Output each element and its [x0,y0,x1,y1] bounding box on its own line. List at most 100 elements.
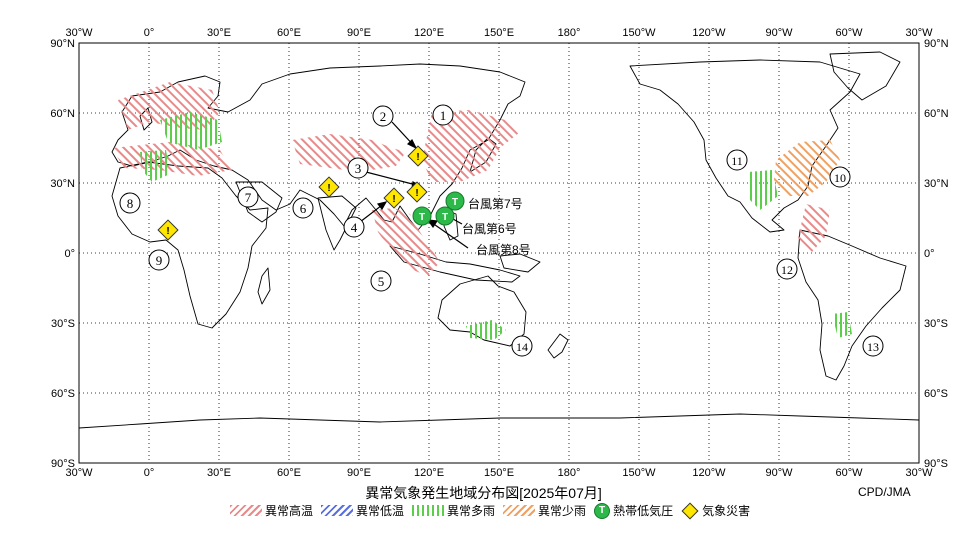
svg-text:9: 9 [156,253,163,268]
south-america-coast [797,229,907,381]
lat-tick: 30°S [924,318,948,330]
svg-text:12: 12 [781,263,793,277]
lon-tick: 180° [558,27,581,39]
disaster-icon [681,502,699,519]
lon-tick: 30°W [905,467,933,479]
lat-tick: 60°N [50,108,75,120]
disaster-markers: ! ! ! ! ! [157,145,429,241]
madagascar-coast [257,267,271,305]
lat-tick: 60°N [924,108,949,120]
typhoon-label-8: 台風第8号 [476,242,531,257]
region-number: 14 [511,335,533,357]
legend-cyclone: T 熱帯低気圧 [594,502,673,519]
svg-text:4: 4 [351,220,358,235]
new-zealand-coast [547,333,569,359]
lon-tick: 30°W [65,467,93,479]
svg-text:T: T [442,212,448,223]
svg-text:!: ! [166,226,169,237]
light-rain-regions [774,140,840,196]
region-number: 6 [292,197,314,219]
africa-coast [111,161,269,329]
map-credit: CPD/JMA [858,485,911,499]
lon-tick: 150°W [622,27,656,39]
lon-tick: 150°E [484,27,514,39]
heavy-rain-regions [140,112,852,340]
svg-text:!: ! [416,152,419,163]
lat-tick: 90°S [51,458,75,470]
lon-tick: 120°W [692,27,726,39]
legend-label: 異常多雨 [447,504,496,518]
lat-tick: 90°N [50,38,75,50]
svg-text:14: 14 [516,340,528,354]
disaster-marker-icon: ! [406,181,428,203]
legend-high-temp: 異常高温 [230,502,313,519]
lat-tick: 60°S [51,388,75,400]
north-america-coast [629,59,861,233]
heavy-rain-region [160,112,222,150]
antarctica-coast [78,413,920,429]
disaster-marker-icon: ! [157,219,179,241]
disaster-marker-icon: ! [318,176,340,198]
cyclone-marker-icon: T [412,206,432,226]
lon-tick: 60°E [277,27,301,39]
region-number: 1 [432,104,454,126]
legend-label: 異常高温 [265,504,314,518]
svg-text:6: 6 [300,201,307,216]
legend-low-temp: 異常低温 [321,502,404,519]
svg-text:11: 11 [731,154,743,168]
region-number: 3 [347,157,369,179]
left-lat-ticks: 90°N 60°N 30°N 0° 30°S 60°S 90°S [50,38,75,470]
cyclone-markers: T T T [412,191,465,226]
lon-tick: 120°E [414,27,444,39]
high-temp-region [422,110,520,182]
heavy-rain-region [748,170,778,210]
legend-disaster: 気象災害 [681,502,750,519]
lat-tick: 30°N [924,178,949,190]
svg-text:3: 3 [355,161,362,176]
svg-text:5: 5 [378,274,385,289]
bottom-lon-ticks: 30°W 0° 30°E 60°E 90°E 120°E 150°E 180° … [65,467,933,479]
svg-text:13: 13 [867,340,879,354]
right-lat-ticks: 90°N 60°N 30°N 0° 30°S 60°S 90°S [924,38,949,470]
cyclone-marker-icon: T [435,206,455,226]
lon-tick: 90°W [765,467,793,479]
heavy-rain-region [832,312,852,338]
region-number: 9 [148,249,170,271]
svg-text:!: ! [327,183,330,194]
region-number: 11 [726,149,748,171]
legend: 異常高温 異常低温 異常多雨 異常少雨 T 熱帯低気圧 気象災害 [230,502,750,519]
lon-tick: 0° [144,467,155,479]
lon-tick: 90°E [347,27,371,39]
svg-text:T: T [419,212,425,223]
high-temp-swatch-icon [230,505,262,516]
region-number: 4 [343,216,365,238]
svg-text:!: ! [415,188,418,199]
heavy-rain-region [140,150,170,182]
australia-coast [437,275,527,347]
legend-light-rain: 異常少雨 [503,502,586,519]
india-coast [317,195,357,251]
heavy-rain-region [466,320,506,340]
lon-tick: 60°W [835,467,863,479]
region-number: 10 [829,166,851,188]
lat-tick: 0° [924,248,935,260]
lat-tick: 0° [64,248,75,260]
cyclone-marker-icon: T [445,191,465,211]
region-number: 8 [119,192,141,214]
light-rain-region [774,140,840,196]
region-numbers: 1 2 3 4 5 6 7 8 9 10 11 12 13 14 [119,104,884,357]
top-lon-ticks: 30°W 0° 30°E 60°E 90°E 120°E 150°E 180° … [65,27,933,39]
lon-tick: 30°W [905,27,933,39]
svg-text:7: 7 [245,190,252,205]
legend-label: 熱帯低気圧 [613,504,674,518]
lon-tick: 90°E [347,467,371,479]
typhoon-label-6: 台風第6号 [462,221,517,236]
region-number: 5 [370,270,392,292]
legend-label: 異常少雨 [538,504,587,518]
new-guinea-coast [499,253,541,273]
high-temp-region [372,208,440,276]
low-temp-swatch-icon [321,505,354,516]
lon-tick: 150°E [484,467,514,479]
region-number: 7 [237,186,259,208]
